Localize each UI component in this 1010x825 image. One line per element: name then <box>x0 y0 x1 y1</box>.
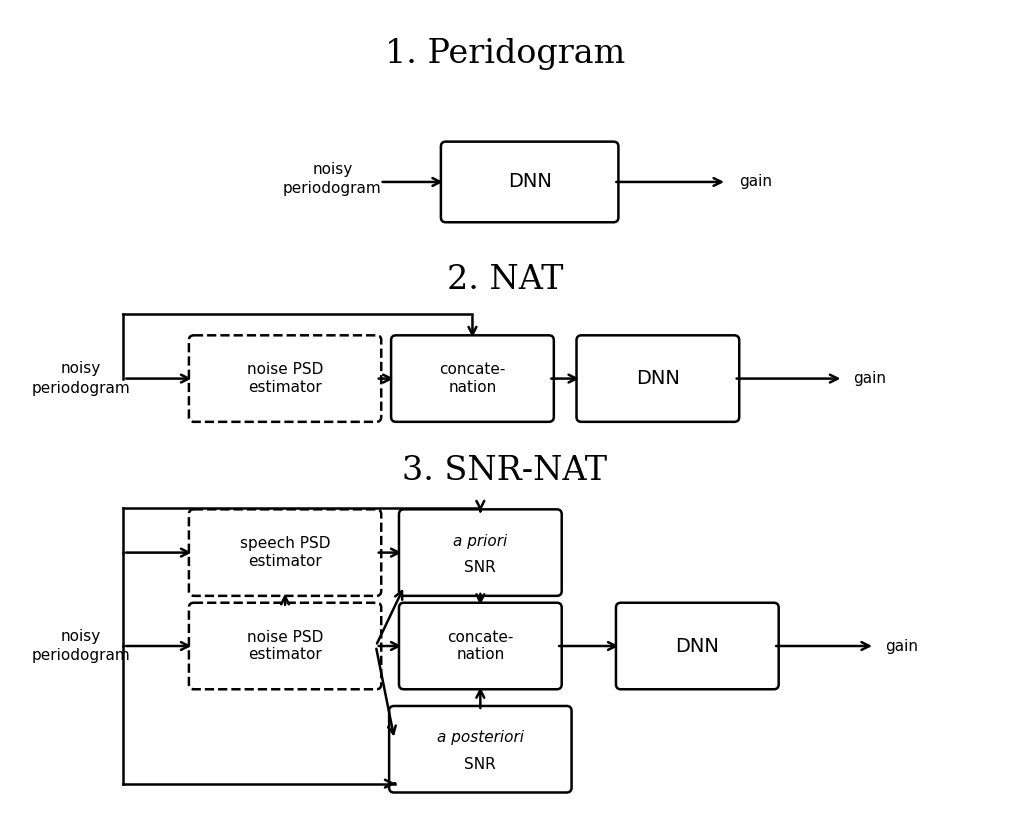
Text: noisy: noisy <box>61 361 101 376</box>
Text: DNN: DNN <box>676 637 719 656</box>
FancyBboxPatch shape <box>391 335 553 422</box>
FancyBboxPatch shape <box>189 603 381 689</box>
Text: speech PSD
estimator: speech PSD estimator <box>239 536 330 568</box>
FancyBboxPatch shape <box>577 335 739 422</box>
Text: concate-
nation: concate- nation <box>439 362 506 395</box>
Text: noisy: noisy <box>61 629 101 644</box>
Text: gain: gain <box>738 174 772 190</box>
Text: gain: gain <box>885 639 918 653</box>
Text: noise PSD
estimator: noise PSD estimator <box>246 629 323 662</box>
Text: periodogram: periodogram <box>31 648 130 663</box>
Text: a priori: a priori <box>453 534 507 549</box>
Text: 1. Peridogram: 1. Peridogram <box>385 38 625 70</box>
Text: a posteriori: a posteriori <box>437 730 524 745</box>
Text: DNN: DNN <box>636 369 680 388</box>
FancyBboxPatch shape <box>441 142 618 222</box>
Text: concate-
nation: concate- nation <box>447 629 513 662</box>
Text: SNR: SNR <box>465 757 496 772</box>
FancyBboxPatch shape <box>189 509 381 596</box>
Text: noise PSD
estimator: noise PSD estimator <box>246 362 323 395</box>
Text: 3. SNR-NAT: 3. SNR-NAT <box>402 455 608 487</box>
FancyBboxPatch shape <box>616 603 779 689</box>
FancyBboxPatch shape <box>389 706 572 793</box>
Text: 2. NAT: 2. NAT <box>446 264 564 296</box>
Text: periodogram: periodogram <box>31 381 130 396</box>
Text: noisy: noisy <box>312 162 352 177</box>
Text: periodogram: periodogram <box>283 182 382 196</box>
Text: gain: gain <box>853 371 886 386</box>
FancyBboxPatch shape <box>189 335 381 422</box>
FancyBboxPatch shape <box>399 509 562 596</box>
Text: SNR: SNR <box>465 560 496 576</box>
Text: DNN: DNN <box>508 172 551 191</box>
FancyBboxPatch shape <box>399 603 562 689</box>
